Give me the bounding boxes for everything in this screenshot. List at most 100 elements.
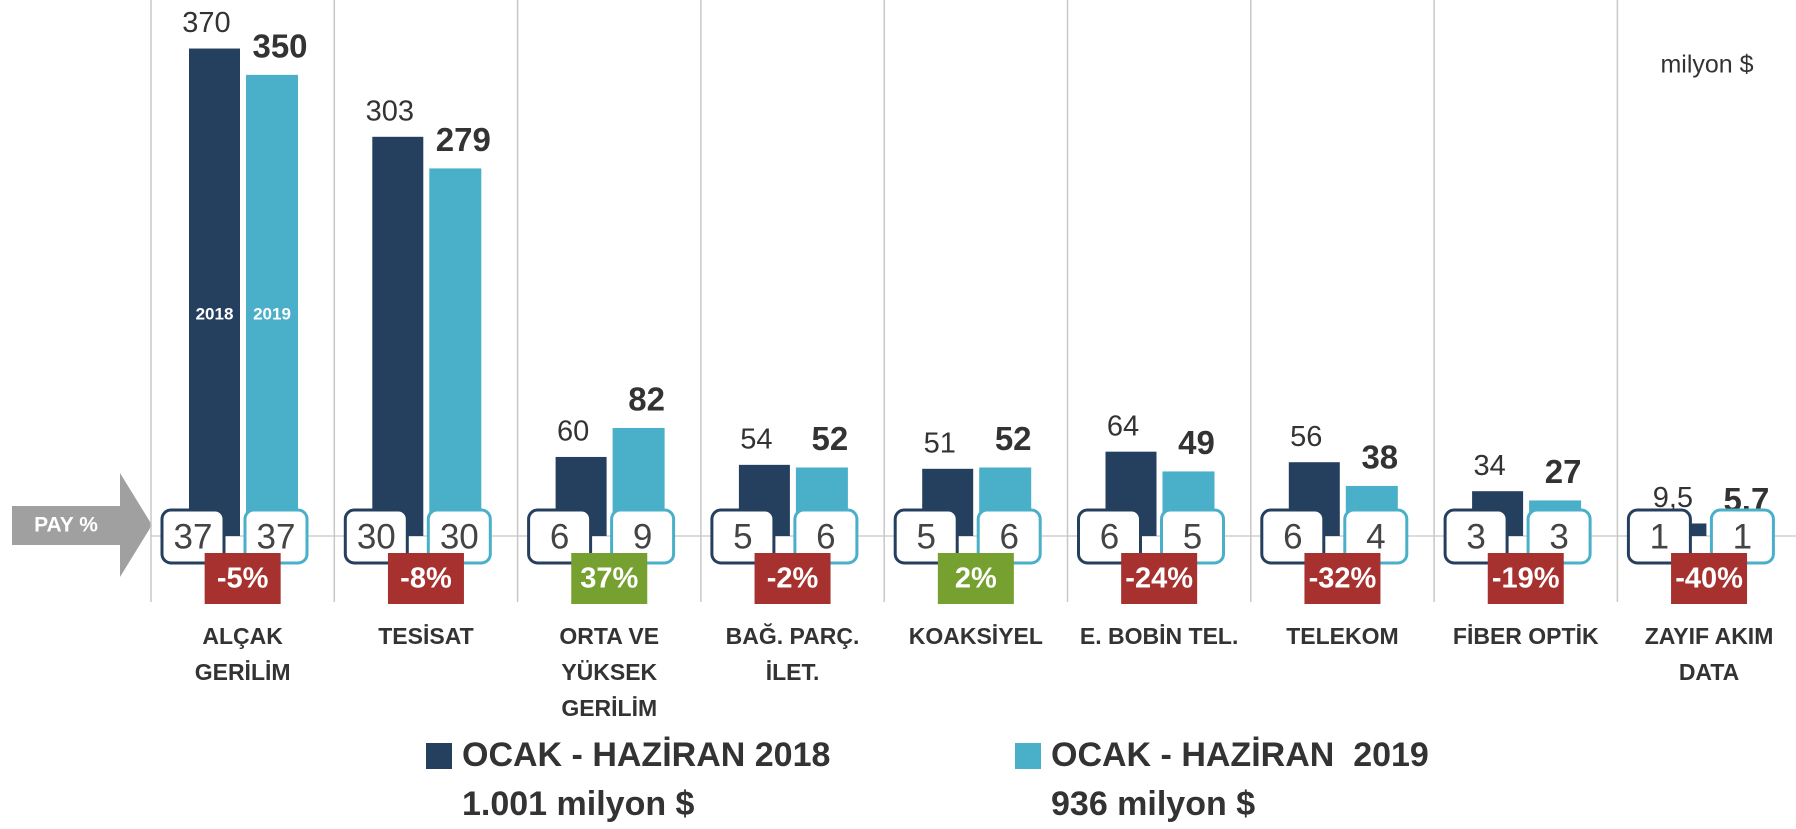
category-line: FİBER OPTİK: [1453, 623, 1599, 649]
share-value: 6: [999, 517, 1018, 556]
change-badge: [204, 553, 281, 604]
category-label: TELEKOM: [1286, 623, 1398, 649]
share-value: 6: [816, 517, 835, 556]
value-label: 370: [182, 7, 230, 39]
share-value: 6: [1283, 517, 1302, 556]
inner-year-label: 2019: [253, 304, 291, 323]
share-box: [1626, 508, 1692, 565]
change-label: 37%: [580, 563, 638, 595]
share-value: 3: [1549, 517, 1568, 556]
share-value: 9: [633, 517, 652, 556]
category-label: ORTA VE YÜKSEK GERİLİM: [559, 623, 659, 721]
change-label: -8%: [400, 563, 452, 595]
change-label: -32%: [1309, 563, 1377, 595]
value-label: 52: [812, 420, 849, 457]
change-badge: [754, 553, 831, 604]
share-box: [1077, 508, 1142, 565]
share-value: 5: [1183, 517, 1202, 556]
value-label: 51: [924, 427, 956, 459]
category-line: İLET.: [766, 659, 820, 685]
value-label: 60: [557, 416, 589, 448]
share-value: 30: [357, 517, 396, 556]
category-line: E. BOBİN TEL.: [1080, 623, 1238, 649]
value-label: 27: [1545, 453, 1582, 490]
share-value: 1: [1733, 517, 1752, 556]
bar: [189, 48, 240, 537]
change-badge: [1304, 553, 1381, 604]
category-label: BAĞ. PARÇ. İLET.: [726, 622, 860, 685]
share-box: [343, 508, 409, 565]
share-value: 37: [174, 517, 213, 556]
category-line: YÜKSEK: [561, 659, 657, 685]
change-badge: [937, 553, 1014, 604]
bar: [429, 168, 482, 537]
category-line: ZAYIF AKIM: [1645, 623, 1774, 649]
share-value: 4: [1366, 517, 1385, 556]
category-line: GERİLİM: [195, 659, 291, 685]
category-label: ALÇAK GERİLİM: [195, 623, 291, 685]
share-box: [1443, 508, 1509, 565]
share-box: [893, 508, 959, 565]
value-label: 38: [1361, 439, 1398, 476]
legend-swatch: [1015, 743, 1041, 769]
category-line: TELEKOM: [1286, 623, 1398, 649]
category-line: GERİLİM: [561, 695, 657, 721]
share-box: [527, 508, 593, 565]
value-label: 56: [1290, 421, 1322, 453]
share-box: [160, 508, 226, 565]
change-label: -2%: [767, 563, 819, 595]
category-line: KOAKSİYEL: [909, 623, 1043, 649]
legend-label: OCAK - HAZİRAN 2019: [1051, 736, 1429, 774]
value-label: 52: [995, 420, 1032, 457]
change-label: -24%: [1125, 563, 1193, 595]
share-label: PAY %: [34, 514, 98, 537]
share-value: 6: [550, 517, 569, 556]
value-label: 350: [252, 28, 307, 65]
bar: [372, 136, 424, 537]
legend-label: OCAK - HAZİRAN 2018: [462, 736, 830, 774]
change-label: -19%: [1492, 563, 1560, 595]
value-label: 54: [740, 424, 772, 456]
category-label: FİBER OPTİK: [1453, 623, 1599, 649]
category-label: KOAKSİYEL: [909, 623, 1043, 649]
category-label: ZAYIF AKIM DATA: [1645, 623, 1774, 685]
category-line: TESİSAT: [378, 623, 473, 649]
change-badge: [1121, 553, 1198, 604]
category-line: ORTA VE: [559, 623, 659, 649]
change-label: -40%: [1675, 563, 1743, 595]
share-value: 5: [916, 517, 935, 556]
share-box: [1260, 508, 1326, 565]
share-value: 6: [1100, 517, 1119, 556]
category-label: TESİSAT: [378, 623, 473, 649]
change-badge: [1487, 553, 1564, 604]
share-box: [710, 508, 776, 565]
value-label: 49: [1178, 424, 1215, 461]
bar: [246, 74, 298, 536]
share-value: 3: [1466, 517, 1485, 556]
unit-label: milyon $: [1660, 51, 1753, 79]
value-label: 82: [628, 381, 665, 418]
legend-total: 936 milyon $: [1051, 785, 1255, 823]
share-value: 30: [440, 517, 479, 556]
share-value: 1: [1650, 517, 1669, 556]
value-label: 34: [1473, 450, 1505, 482]
category-line: ALÇAK: [202, 623, 283, 649]
value-label: 303: [366, 95, 414, 127]
change-badge: [387, 553, 464, 604]
share-value: 37: [257, 517, 296, 556]
change-label: 2%: [955, 563, 997, 595]
legend-total: 1.001 milyon $: [462, 785, 695, 823]
category-label: E. BOBİN TEL.: [1080, 623, 1238, 649]
change-badge: [1671, 553, 1748, 604]
change-badge: [571, 553, 648, 604]
change-label: -5%: [217, 563, 269, 595]
share-value: 5: [733, 517, 752, 556]
value-label: 64: [1107, 410, 1139, 442]
legend-swatch: [426, 743, 452, 769]
share-arrow: [12, 473, 152, 577]
category-line: DATA: [1679, 659, 1739, 685]
inner-year-label: 2018: [196, 304, 234, 323]
category-line: BAĞ. PARÇ.: [726, 622, 860, 649]
value-label: 279: [436, 121, 491, 158]
